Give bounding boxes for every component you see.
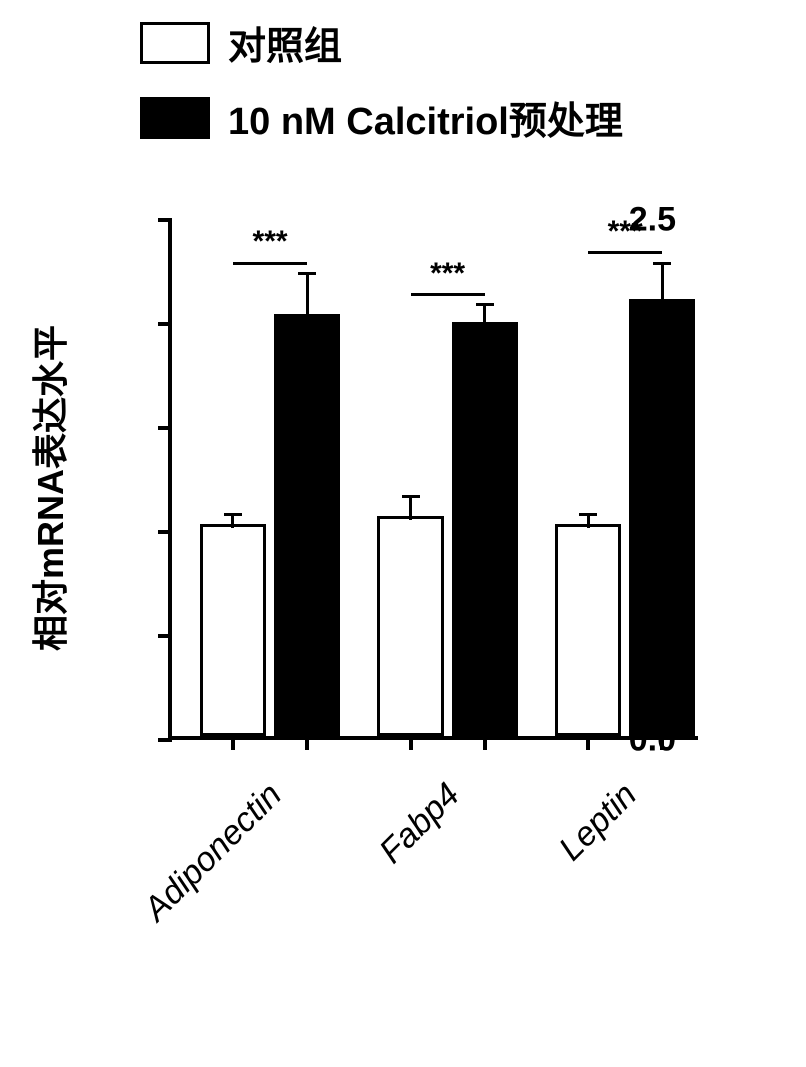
error-cap	[579, 513, 597, 516]
y-tick	[158, 426, 172, 430]
error-cap	[224, 513, 242, 516]
x-tick	[305, 736, 309, 750]
x-tick	[409, 736, 413, 750]
x-tick	[586, 736, 590, 750]
significance-bar	[411, 293, 485, 296]
category-label: Adiponectin	[114, 776, 290, 952]
bar	[555, 524, 621, 736]
error-bar	[306, 272, 309, 318]
bar	[629, 299, 695, 736]
x-tick	[660, 736, 664, 750]
y-tick	[158, 218, 172, 222]
bar	[200, 524, 266, 736]
significance-label: ***	[430, 257, 465, 291]
error-bar	[661, 262, 664, 304]
x-tick	[231, 736, 235, 750]
y-tick	[158, 322, 172, 326]
error-bar	[483, 303, 486, 326]
bar-chart: 相对mRNA表达水平 0.00.51.01.52.02.5********* A…	[0, 0, 806, 1067]
y-tick	[158, 530, 172, 534]
y-axis-title: 相对mRNA表达水平	[22, 228, 74, 748]
error-cap	[402, 495, 420, 498]
bar	[274, 314, 340, 736]
y-tick	[158, 738, 172, 742]
significance-label: ***	[608, 215, 643, 249]
category-label: Leptin	[469, 776, 645, 952]
significance-label: ***	[253, 225, 288, 259]
y-tick	[158, 634, 172, 638]
bar	[452, 322, 518, 736]
x-tick	[483, 736, 487, 750]
error-bar	[409, 495, 412, 520]
y-axis-title-text: 相对mRNA表达水平	[30, 325, 71, 651]
plot-area: 0.00.51.01.52.02.5*********	[168, 220, 698, 740]
significance-bar	[588, 251, 662, 254]
error-cap	[298, 272, 316, 275]
error-cap	[653, 262, 671, 265]
significance-bar	[233, 262, 307, 265]
bar	[377, 516, 443, 736]
error-cap	[476, 303, 494, 306]
category-label: Fabp4	[291, 776, 467, 952]
